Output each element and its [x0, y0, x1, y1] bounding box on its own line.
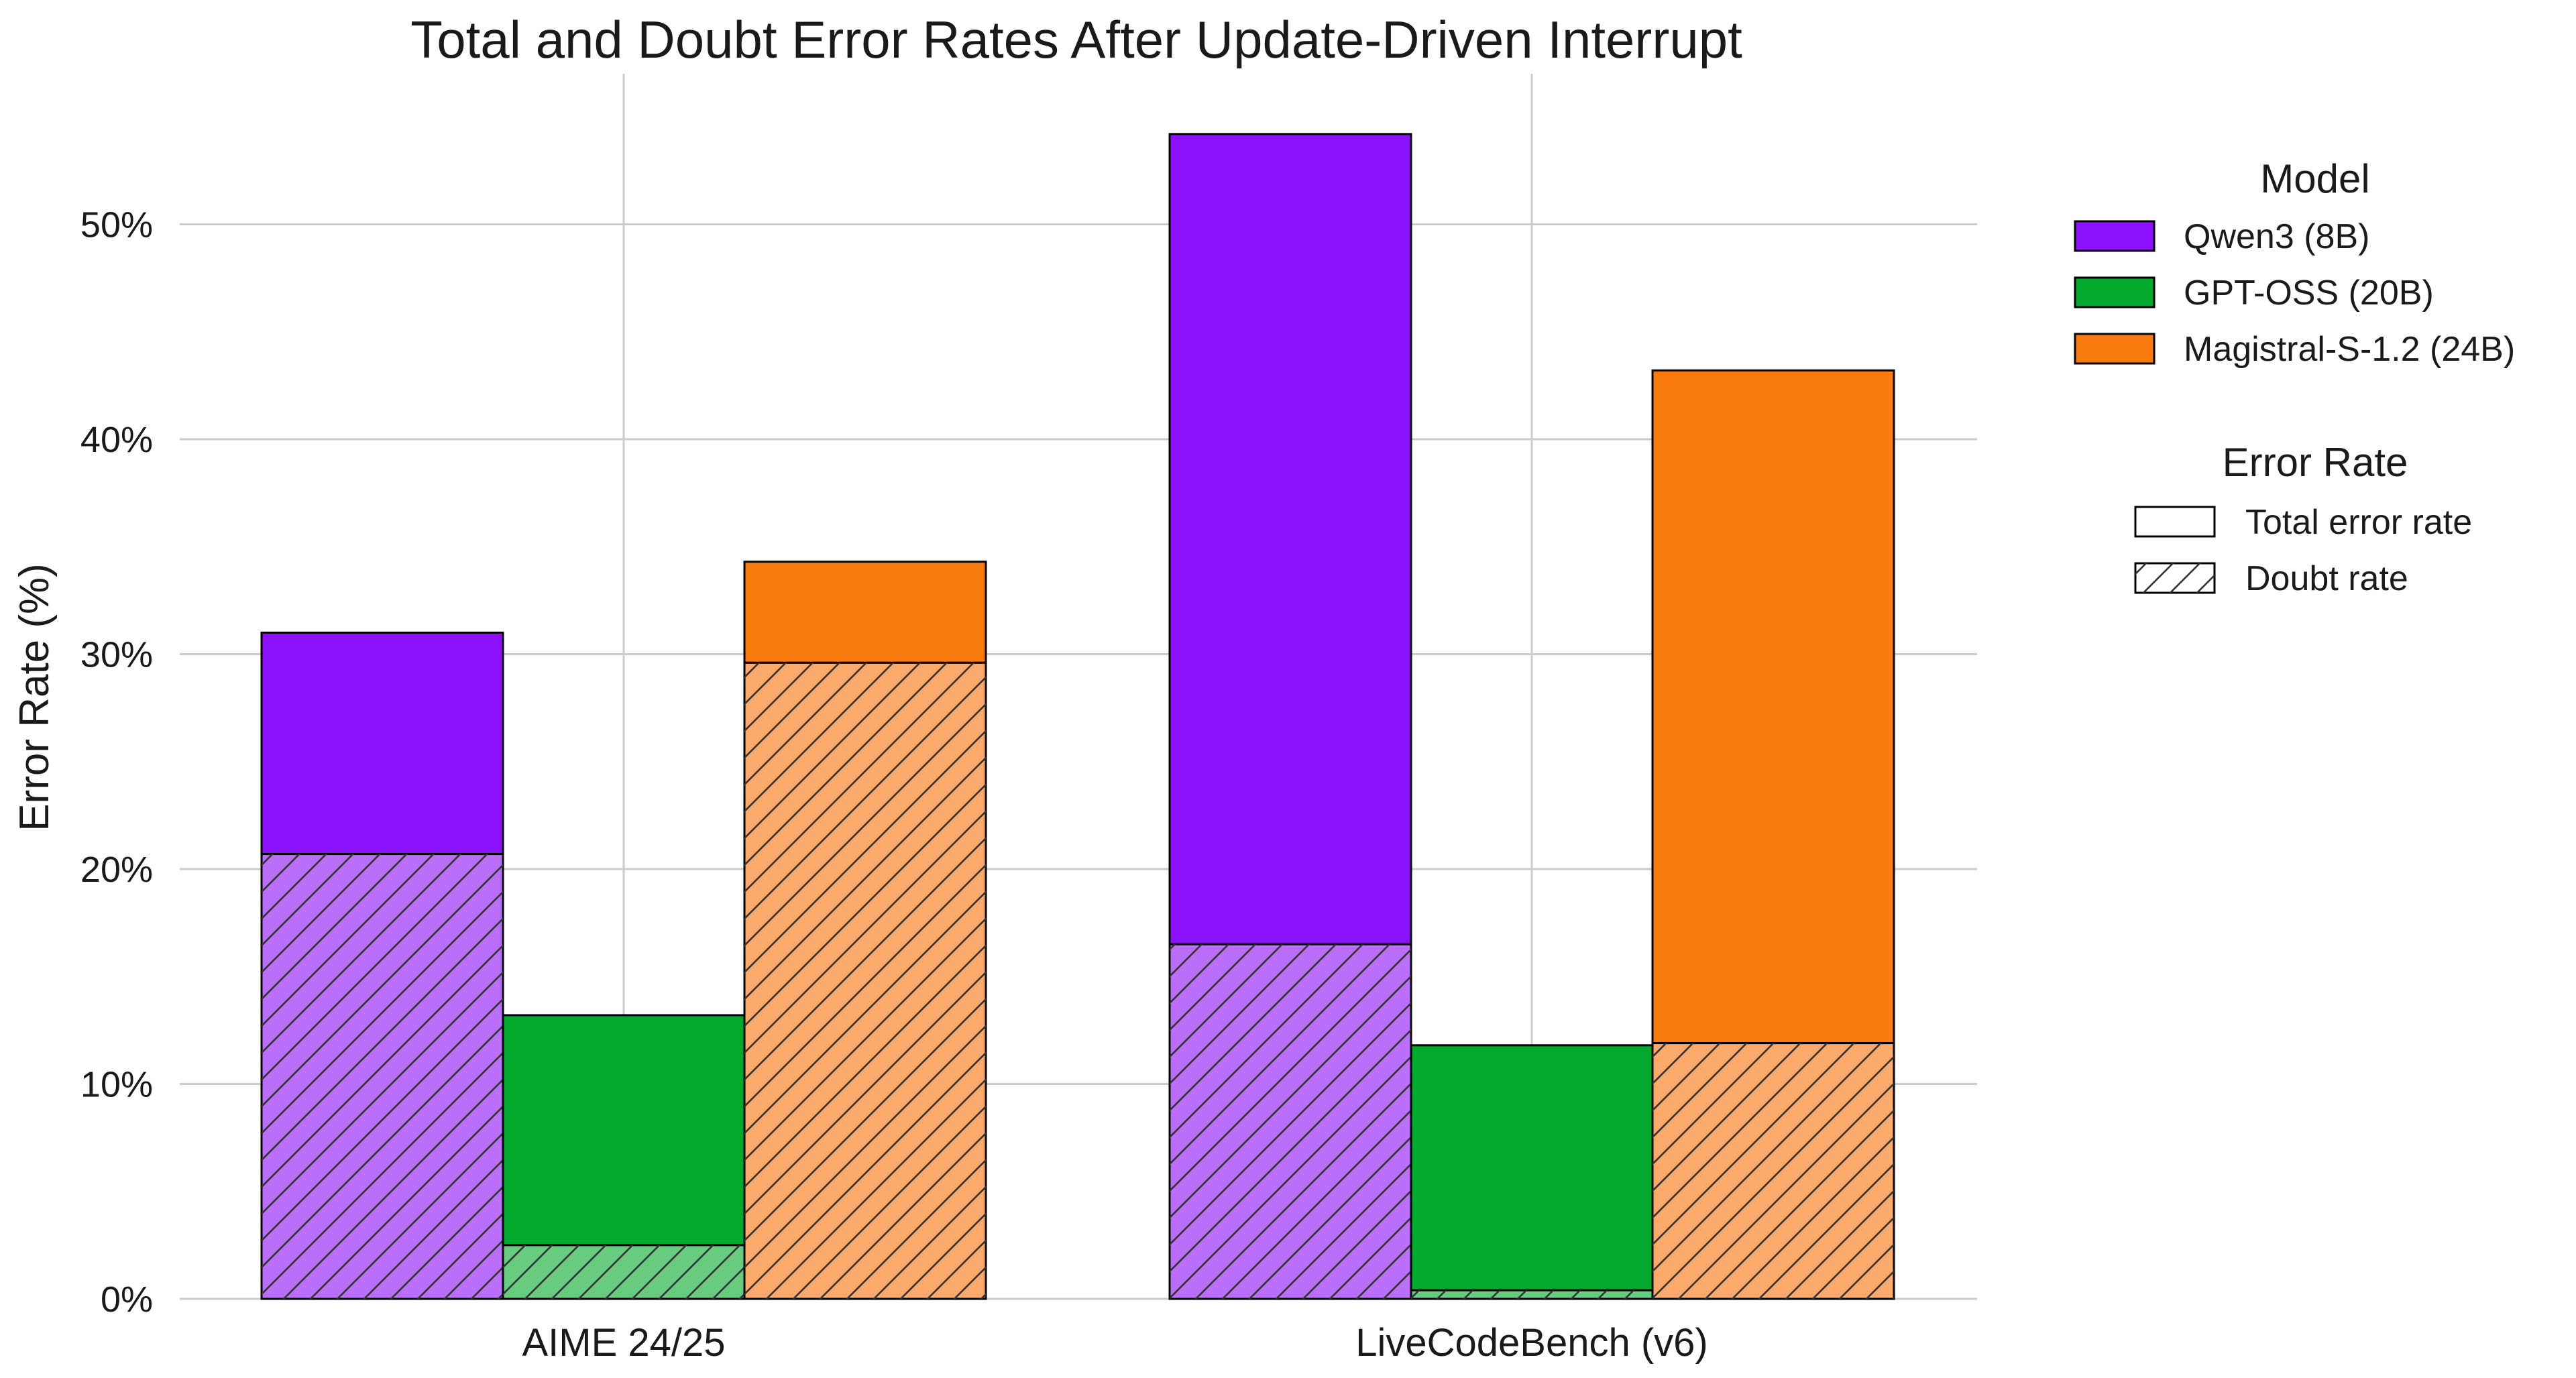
- y-tick-label: 50%: [80, 205, 153, 245]
- legend-label-2: Magistral-S-1.2 (24B): [2184, 330, 2515, 369]
- x-axis: AIME 24/25 LiveCodeBench (v6): [522, 1321, 1707, 1365]
- y-tick-label: 40%: [80, 420, 153, 460]
- bar-total-1-1: [1410, 1044, 1654, 1291]
- chart-title: Total and Doubt Error Rates After Update…: [410, 10, 1742, 69]
- legend-rate-label-1: Doubt rate: [2245, 559, 2408, 598]
- bar-doubt-hatch-2-1: [1653, 1043, 1894, 1299]
- legend-title-error-rate: Error Rate: [2223, 440, 2408, 485]
- bar-doubt-hatch-2-0: [744, 663, 986, 1299]
- bars: [260, 133, 1895, 1300]
- legend-rate-swatch-0: [2134, 506, 2216, 538]
- legend-swatch-2: [2074, 333, 2155, 365]
- bar-doubt-hatch-1-1: [1411, 1290, 1653, 1299]
- y-axis-label: Error Rate (%): [11, 563, 58, 831]
- y-axis: 0% 10% 20% 30% 40% 50%: [80, 205, 153, 1320]
- bar-doubt-hatch-1-0: [503, 1245, 744, 1299]
- bar-total-1-0: [502, 1014, 746, 1247]
- legend: Model Qwen3 (8B) GPT-OSS (20B) Magistral-S-…: [2074, 156, 2515, 598]
- bar-total-0-1: [1168, 133, 1412, 945]
- legend-rate-label-0: Total error rate: [2245, 503, 2472, 542]
- legend-label-1: GPT-OSS (20B): [2184, 274, 2434, 312]
- bar-doubt-hatch-0-1: [1170, 944, 1411, 1299]
- y-tick-label: 10%: [80, 1065, 153, 1105]
- legend-swatch-0: [2074, 220, 2155, 252]
- x-tick-label: AIME 24/25: [522, 1321, 725, 1365]
- y-tick-label: 20%: [80, 850, 153, 890]
- bar-total-2-1: [1651, 369, 1895, 1045]
- y-tick-label: 30%: [80, 635, 153, 675]
- bar-total-0-0: [260, 631, 504, 856]
- bar-total-2-0: [743, 561, 987, 664]
- legend-title-model: Model: [2260, 156, 2369, 201]
- legend-rate-swatch-hatch: [2135, 563, 2215, 593]
- x-tick-label: LiveCodeBench (v6): [1355, 1321, 1708, 1365]
- legend-swatch-1: [2074, 276, 2155, 308]
- bar-doubt-hatch-0-0: [262, 854, 503, 1299]
- y-tick-label: 0%: [101, 1279, 153, 1320]
- legend-label-0: Qwen3 (8B): [2184, 217, 2369, 256]
